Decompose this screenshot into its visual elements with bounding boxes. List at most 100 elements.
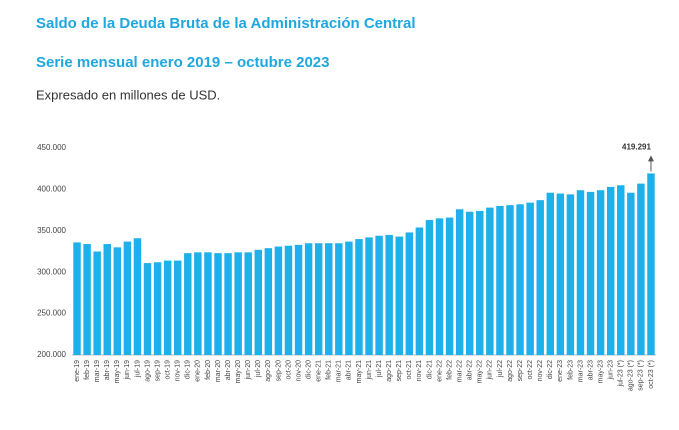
bar (294, 244, 303, 355)
bar (184, 253, 192, 355)
y-tick-label: 450.000 (37, 143, 66, 152)
x-tick-label: sep-22 (517, 360, 524, 382)
bar (274, 246, 283, 355)
bar (465, 211, 474, 355)
x-tick-label: nov-21 (416, 360, 423, 382)
chart-title: Saldo de la Deuda Bruta de la Administra… (36, 15, 416, 32)
bar (93, 251, 101, 355)
x-tick-label: may-20 (235, 360, 242, 383)
x-tick-label: ago-19 (144, 360, 151, 382)
bar (325, 243, 333, 355)
chart-subtitle: Serie mensual enero 2019 – octubre 2023 (36, 54, 330, 71)
bar (606, 186, 615, 355)
x-tick-label: dic-21 (426, 360, 433, 379)
x-tick-label: feb-19 (84, 360, 91, 380)
x-tick-label: feb-22 (446, 360, 453, 380)
bar (375, 235, 383, 355)
bar (143, 263, 152, 355)
bar (556, 193, 565, 355)
x-tick-label: jun-21 (366, 360, 373, 381)
bar (486, 207, 494, 355)
x-tick-label: ene-22 (436, 360, 443, 382)
x-tick-label: feb-23 (567, 360, 574, 380)
bar (496, 205, 504, 355)
x-tick-label: oct-22 (527, 360, 534, 380)
bar (214, 253, 222, 355)
bar (335, 243, 343, 355)
bar (586, 191, 595, 355)
x-tick-label: ago-20 (265, 360, 272, 382)
x-tick-label: ago-23 (*) (628, 360, 635, 391)
bar (163, 260, 172, 355)
x-tick-label: may-23 (597, 360, 604, 383)
x-tick-label: mar-23 (577, 360, 584, 382)
bar (576, 190, 585, 355)
bar (637, 183, 645, 355)
bar (153, 262, 162, 355)
bar (526, 202, 534, 355)
bar (536, 200, 544, 355)
x-tick-label: sep-19 (154, 360, 161, 382)
x-tick-label: oct-19 (164, 360, 171, 380)
bar (73, 242, 81, 355)
x-tick-label: sep-23 (*) (638, 360, 645, 391)
x-tick-label: mar-20 (215, 360, 222, 382)
bar (345, 241, 353, 355)
bar (234, 252, 242, 355)
x-tick-label: ene-21 (316, 360, 323, 382)
x-tick-label: ene-20 (195, 360, 202, 382)
x-tick-label: mar-19 (94, 360, 101, 382)
bar (395, 236, 403, 355)
x-tick-label: jul-20 (255, 360, 262, 378)
bar (244, 252, 252, 355)
bar (194, 252, 202, 355)
x-tick-label: jul-23 (*) (618, 360, 625, 387)
bar (123, 241, 132, 355)
x-tick-label: jun-19 (124, 360, 131, 381)
x-tick-label: dic-20 (305, 360, 312, 379)
bar (113, 247, 122, 355)
x-tick-label: jul-19 (134, 360, 141, 378)
x-tick-label: dic-22 (547, 360, 554, 379)
x-tick-label: abr-22 (467, 360, 474, 380)
bar (506, 205, 514, 355)
y-tick-label: 400.000 (37, 185, 66, 194)
bar (133, 238, 142, 355)
x-tick-label: may-19 (114, 360, 121, 383)
bar (516, 204, 524, 355)
x-tick-label: ene-23 (557, 360, 564, 382)
bar (224, 253, 232, 355)
bar (204, 252, 212, 355)
x-tick-label: jun-23 (608, 360, 615, 381)
x-tick-label: jul-21 (376, 360, 383, 378)
x-tick-label: abr-19 (104, 360, 111, 380)
x-tick-label: dic-19 (185, 360, 192, 379)
x-tick-label: oct-20 (285, 360, 292, 380)
bar (455, 209, 464, 355)
x-tick-label: oct-21 (406, 360, 413, 380)
y-tick-label: 250.000 (37, 309, 66, 318)
bar (415, 227, 424, 355)
x-tick-label: sep-20 (275, 360, 282, 382)
bar (566, 194, 575, 355)
bar (617, 185, 625, 355)
x-tick-label: jun-22 (487, 360, 494, 381)
x-tick-label: feb-20 (205, 360, 212, 380)
bar (596, 190, 605, 355)
bar (435, 218, 444, 355)
bar (314, 243, 323, 355)
x-tick-label: jul-22 (497, 360, 504, 378)
bar (476, 210, 484, 355)
bar (254, 249, 263, 355)
x-tick-label: may-22 (477, 360, 484, 383)
x-tick-label: feb-21 (326, 360, 333, 380)
y-tick-label: 350.000 (37, 226, 66, 235)
bar (546, 192, 555, 355)
chart-note: Expresado en millones de USD. (36, 87, 220, 102)
x-tick-label: abr-20 (225, 360, 232, 380)
x-tick-label: nov-20 (295, 360, 302, 382)
bar (425, 220, 434, 355)
bar (264, 248, 273, 355)
bar (385, 234, 393, 355)
